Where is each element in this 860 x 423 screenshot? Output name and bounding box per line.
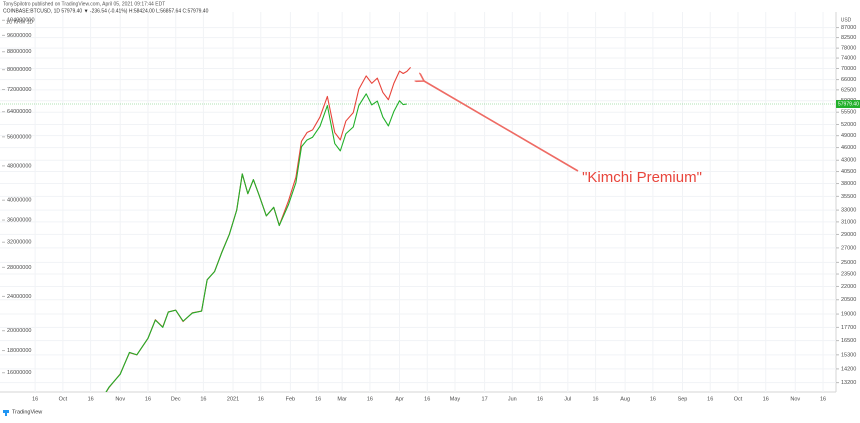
y2-tick-label: 27000	[841, 245, 856, 251]
y-tick-label: 40000000	[7, 198, 31, 204]
x-tick-label: 16	[88, 396, 94, 402]
y2-tick-label: 31000	[841, 219, 856, 225]
x-tick-label: 2021	[227, 396, 239, 402]
y2-tick-label: 78000	[841, 46, 856, 52]
x-tick-label: 16	[537, 396, 543, 402]
y-tick-label: 28000000	[7, 265, 31, 271]
y-tick-label: 88000000	[7, 49, 31, 55]
y-tick-label: 36000000	[7, 217, 31, 223]
right-axis-label: USD	[841, 17, 852, 23]
x-tick-label: 16	[424, 396, 430, 402]
y2-tick-label: 19000	[841, 312, 856, 318]
y-tick-label: 80000000	[7, 67, 31, 73]
y2-tick-label: 43000	[841, 158, 856, 164]
y2-tick-label: 14200	[841, 366, 856, 372]
y2-tick-label: 62500	[841, 87, 856, 93]
x-tick-label: 16	[258, 396, 264, 402]
x-tick-label: 17	[482, 396, 488, 402]
y2-tick-label: 55500	[841, 110, 856, 116]
price-tag: 57979.40	[838, 101, 859, 107]
y2-tick-label: 38000	[841, 181, 856, 187]
y2-tick-label: 25000	[841, 260, 856, 266]
y2-tick-label: 16500	[841, 338, 856, 344]
x-tick-label: 16	[592, 396, 598, 402]
x-tick-label: Apr	[395, 396, 404, 402]
x-tick-label: 16	[315, 396, 321, 402]
x-tick-label: Oct	[734, 396, 743, 402]
x-tick-label: Nov	[115, 396, 125, 402]
y-tick-label: 18000000	[7, 348, 31, 354]
y2-tick-label: 35500	[841, 194, 856, 200]
x-tick-label: Feb	[286, 396, 295, 402]
y-tick-label: 32000000	[7, 240, 31, 246]
x-tick-label: Jul	[564, 396, 571, 402]
y-tick-label: 104000000	[7, 18, 35, 24]
y2-tick-label: 29000	[841, 232, 856, 238]
x-tick-label: Aug	[620, 396, 630, 402]
x-tick-label: Oct	[59, 396, 68, 402]
x-tick-label: 16	[707, 396, 713, 402]
y-tick-label: 16000000	[7, 370, 31, 376]
y2-tick-label: 70000	[841, 66, 856, 72]
y2-tick-label: 52000	[841, 122, 856, 128]
y2-tick-label: 13200	[841, 380, 856, 386]
price-tag-box	[836, 99, 860, 108]
y2-tick-label: 23500	[841, 271, 856, 277]
plot	[105, 66, 412, 392]
y2-tick-label: 49000	[841, 133, 856, 139]
y-tick-label: 20000000	[7, 328, 31, 334]
x-tick-label: 16	[145, 396, 151, 402]
y2-tick-label: 22000	[841, 284, 856, 290]
y2-tick-label: 20500	[841, 297, 856, 303]
y-tick-label: 48000000	[7, 163, 31, 169]
x-tick-label: 16	[367, 396, 373, 402]
y-tick-label: 56000000	[7, 134, 31, 140]
y2-tick-label: 74000	[841, 55, 856, 61]
y2-tick-label: 17700	[841, 325, 856, 331]
y-tick-label: 96000000	[7, 33, 31, 39]
annotation-arrow	[424, 81, 579, 172]
left-axis-label: 1C KRW 1D	[6, 19, 34, 25]
chart-subtitle: COINBASE:BTCUSD, 1D 57979.40 ▼ -236.54 (…	[3, 8, 209, 14]
y-tick-label: 64000000	[7, 109, 31, 115]
x-tick-label: 16	[32, 396, 38, 402]
x-tick-label: May	[450, 396, 461, 402]
y2-tick-label: 82500	[841, 35, 856, 41]
x-tick-label: 16	[650, 396, 656, 402]
chart-title: TonySpilotro published on TradingView.co…	[3, 1, 165, 7]
brand: TradingView	[12, 409, 42, 415]
x-tick-label: 16	[763, 396, 769, 402]
annotation: "Kimchi Premium"	[582, 169, 702, 186]
x-tick-label: Mar	[337, 396, 347, 402]
y2-tick-label: 40500	[841, 169, 856, 175]
y2-tick-label: 33000	[841, 208, 856, 214]
y2-tick-label: 66000	[841, 77, 856, 83]
grid	[0, 12, 836, 392]
y-tick-label: 72000000	[7, 87, 31, 93]
x-tick-label: Dec	[171, 396, 181, 402]
x-tick-label: 16	[200, 396, 206, 402]
y2-tick-label: 46000	[841, 145, 856, 151]
y2-tick-label: 15300	[841, 352, 856, 358]
y-tick-label: 24000000	[7, 294, 31, 300]
price-line	[105, 93, 407, 392]
y2-tick-label: 87000	[841, 25, 856, 31]
x-tick-label: Nov	[790, 396, 800, 402]
brand-logo	[3, 410, 9, 416]
x-tick-label: Sep	[678, 396, 688, 402]
x-tick-label: 16	[820, 396, 826, 402]
x-tick-label: Jun	[508, 396, 517, 402]
labels: 16 Oct 16 Nov 16 Dec 16 2021 16 Feb 16 Mar 16 Apr 16 Ma…	[2, 18, 860, 402]
